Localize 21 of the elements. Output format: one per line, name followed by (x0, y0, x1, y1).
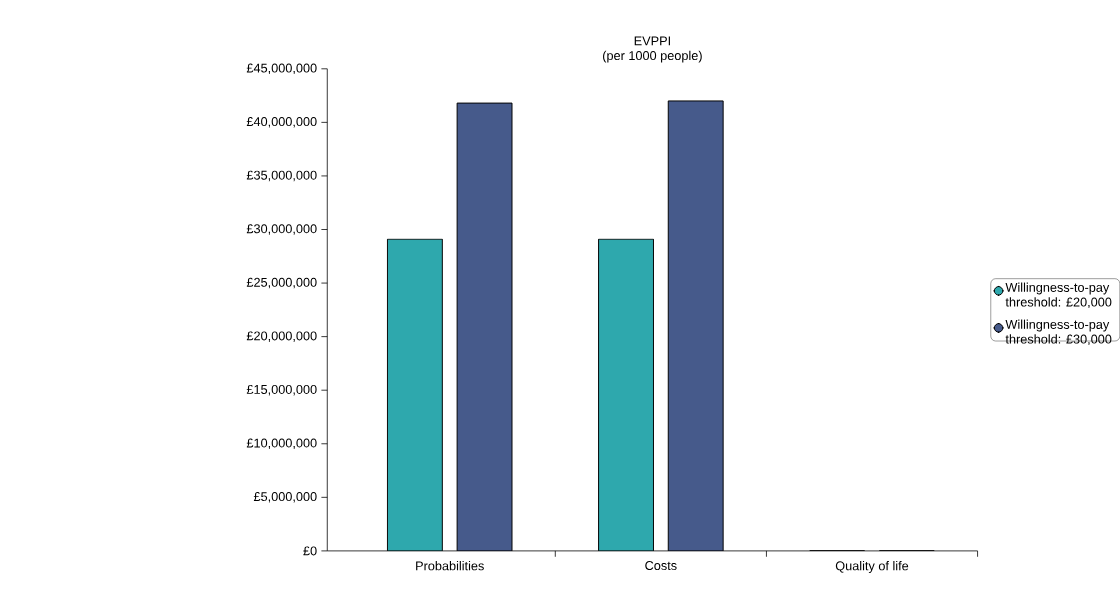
y-tick-label: £20,000,000 (246, 331, 317, 343)
y-tick-label: £25,000,000 (246, 278, 317, 289)
chart-title: EVPPI (634, 36, 670, 46)
legend-label: Willingness-to-pay threshold: £30,000 (1005, 319, 1112, 346)
bar (387, 239, 443, 552)
y-tick-label: £30,000,000 (246, 224, 317, 235)
x-tick-label: Costs (645, 561, 677, 571)
bar (598, 239, 654, 552)
y-tick-label: £10,000,000 (246, 438, 317, 450)
chart-subtitle: (per 1000 people) (603, 50, 702, 63)
y-tick-label: £15,000,000 (246, 385, 317, 396)
y-tick-label: £5,000,000 (253, 492, 317, 503)
y-tick-label: £35,000,000 (246, 170, 317, 182)
bar (668, 101, 724, 552)
x-tick-label: Quality of life (835, 561, 909, 574)
legend-label: Willingness-to-pay threshold: £20,000 (1005, 282, 1112, 309)
y-tick-label: £45,000,000 (246, 63, 317, 75)
bar (457, 103, 513, 552)
x-tick-label: Probabilities (416, 561, 484, 571)
y-tick-label: £0 (303, 546, 317, 556)
y-tick-label: £40,000,000 (246, 117, 317, 128)
